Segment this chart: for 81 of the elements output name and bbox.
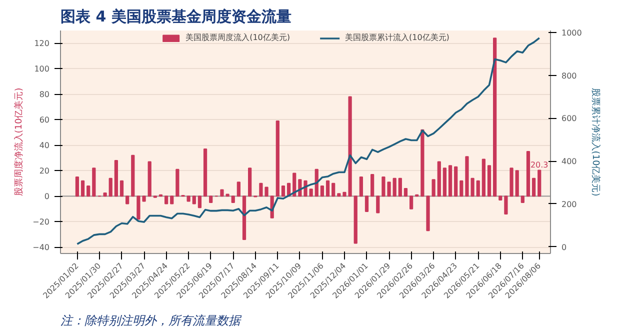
text: 注：除特别注明外，所有流量数据	[60, 314, 242, 328]
y-tick-label: 0	[44, 192, 50, 202]
bar	[103, 192, 107, 197]
y-tick-label: 20	[39, 166, 50, 176]
bar	[454, 166, 458, 197]
bar	[354, 196, 358, 244]
bar	[404, 188, 408, 197]
legend-label: 美国股票周度流入(10亿美元)	[186, 32, 290, 43]
bar	[176, 168, 180, 197]
bar	[170, 196, 174, 204]
y2-axis-title: 股票累计净流入(10亿美元)	[590, 88, 601, 196]
bar	[476, 180, 480, 197]
bar	[482, 158, 486, 197]
bar	[487, 165, 492, 197]
bar	[448, 165, 452, 197]
bar	[538, 170, 542, 197]
bar	[203, 148, 208, 197]
y-tick-label: 60	[39, 116, 50, 125]
y2-tick-label: 1000	[562, 28, 582, 38]
bar	[192, 196, 196, 204]
y2-tick-label: 400	[562, 157, 577, 166]
bar	[409, 196, 414, 210]
bar	[120, 180, 124, 197]
bar	[326, 180, 330, 197]
y-tick-label: −20	[32, 218, 50, 227]
bar	[75, 176, 80, 197]
bar	[376, 196, 380, 214]
bar	[426, 196, 430, 232]
bar	[510, 168, 514, 197]
bar	[337, 193, 341, 197]
bar	[186, 196, 190, 202]
bar	[398, 178, 402, 197]
chart-title: 图表 4 美国股票基金周度资金流量	[60, 8, 292, 26]
bar	[248, 168, 252, 197]
bar	[332, 182, 336, 197]
bar	[320, 185, 324, 197]
bar	[432, 179, 436, 197]
y-tick-label: −40	[32, 243, 50, 252]
y-axis-title: 股票周度净流入(10亿美元)	[14, 88, 25, 196]
bar	[493, 38, 497, 197]
bar	[108, 178, 112, 197]
bar	[520, 196, 524, 204]
y2-tick-label: 200	[562, 200, 577, 209]
bar	[392, 178, 396, 197]
y2-tick-label: 600	[562, 114, 577, 124]
bar	[526, 151, 530, 197]
bar	[198, 196, 202, 208]
annotation: 20.3	[530, 160, 548, 170]
bar	[276, 120, 280, 197]
y-tick-label: 100	[34, 64, 50, 74]
bar	[86, 185, 90, 197]
y2-tick-label: 800	[562, 71, 577, 80]
bar	[92, 168, 96, 197]
bar	[209, 196, 213, 204]
bar	[114, 160, 118, 197]
bar	[370, 174, 374, 197]
legend-label: 美国股票累计流入(10亿美元)	[345, 32, 450, 43]
bar	[242, 196, 246, 240]
y-tick-label: 120	[34, 39, 50, 48]
bar	[281, 185, 286, 197]
bar	[442, 168, 447, 197]
y2-tick-label: 0	[562, 242, 567, 252]
bar	[437, 161, 441, 197]
bar	[504, 196, 508, 214]
y-tick-label: 80	[39, 90, 50, 100]
bar	[460, 180, 464, 197]
bar	[515, 170, 519, 197]
bar	[309, 188, 313, 197]
bar	[164, 196, 168, 204]
bar	[420, 129, 424, 197]
bar	[126, 196, 130, 204]
bar	[80, 180, 85, 197]
y-tick-label: 40	[39, 141, 50, 150]
bar	[364, 196, 369, 212]
bar	[236, 182, 240, 197]
bar	[359, 176, 363, 197]
bar	[532, 178, 536, 197]
bar	[498, 196, 502, 200]
bar	[148, 161, 152, 197]
bar	[231, 196, 235, 204]
bar	[131, 154, 135, 197]
